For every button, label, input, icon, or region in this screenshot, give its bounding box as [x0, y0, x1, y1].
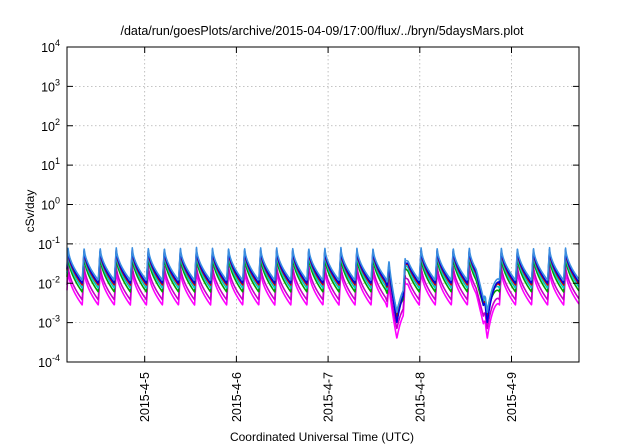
y-tick-label: 101	[41, 156, 60, 173]
y-axis-label: cSv/day	[23, 190, 37, 233]
series-line-2	[66, 255, 580, 317]
chart-title: /data/run/goesPlots/archive/2015-04-09/1…	[120, 24, 524, 38]
series-line-6	[66, 246, 580, 314]
series-line-1	[66, 263, 580, 330]
series-line-5	[66, 248, 580, 324]
y-tick-label: 102	[41, 117, 60, 134]
x-axis-label: Coordinated Universal Time (UTC)	[230, 430, 414, 444]
x-tick-label: 2015-4-6	[230, 372, 244, 422]
x-tick-label: 2015-4-7	[322, 372, 336, 422]
series-layer	[66, 246, 580, 339]
y-tick-label: 103	[41, 77, 60, 94]
y-tick-label: 10-4	[38, 353, 60, 370]
series-line-0	[66, 269, 580, 339]
y-tick-label: 100	[41, 196, 60, 213]
y-tick-label: 10-2	[38, 274, 60, 291]
y-tick-label: 104	[41, 38, 60, 55]
grid	[67, 47, 579, 362]
x-tick-label: 2015-4-9	[505, 372, 519, 422]
x-tick-label: 2015-4-5	[138, 372, 152, 422]
y-tick-label: 10-3	[38, 314, 60, 331]
y-tick-label: 10-1	[38, 235, 60, 252]
y-axis: 10-4 10-3 10-2 10-1 100 101 102 103 104	[38, 38, 579, 370]
x-axis: 2015-4-5 2015-4-6 2015-4-7 2015-4-8 2015-4-9	[138, 47, 519, 422]
x-tick-label: 2015-4-8	[413, 372, 427, 422]
